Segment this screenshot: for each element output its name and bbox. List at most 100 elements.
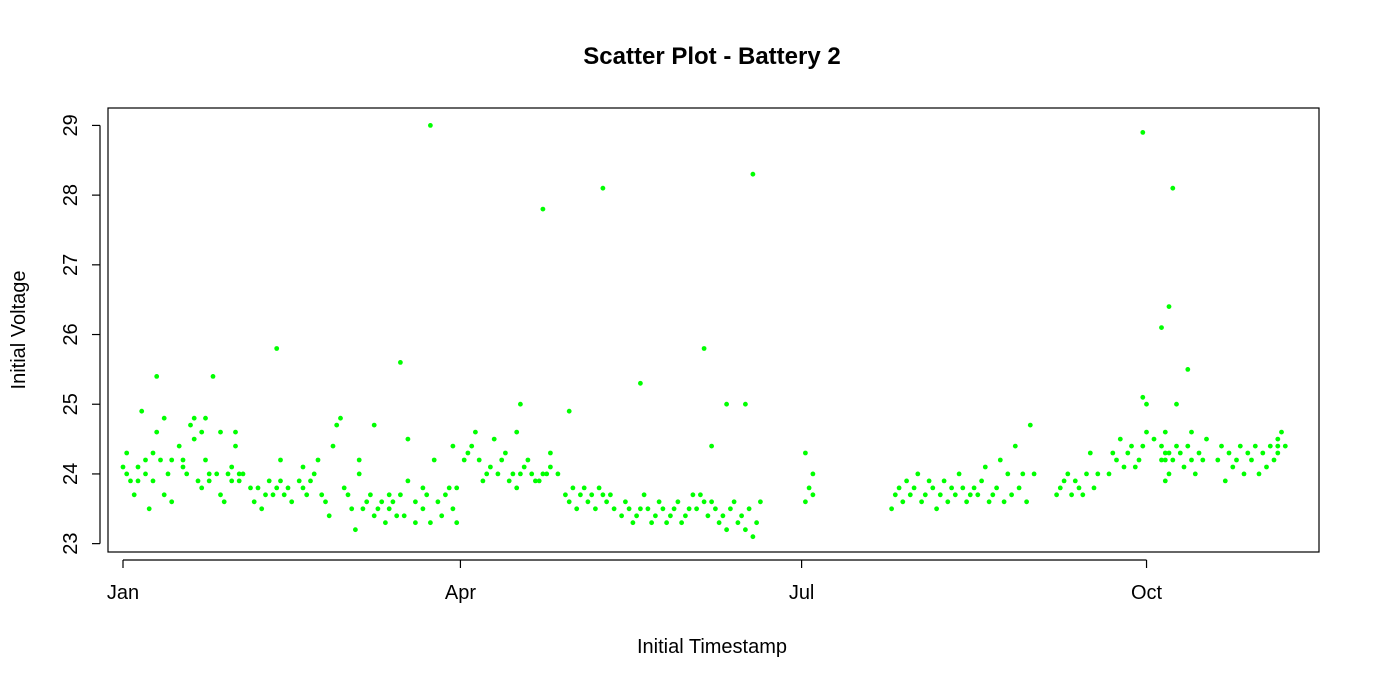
data-point — [120, 464, 126, 470]
data-point — [450, 443, 456, 449]
data-point — [368, 492, 373, 498]
data-point — [454, 485, 460, 491]
data-point — [585, 499, 591, 505]
data-point — [664, 520, 669, 526]
data-point — [274, 346, 280, 351]
data-point — [206, 471, 212, 477]
data-point — [371, 513, 377, 519]
data-point — [743, 401, 748, 407]
data-point — [161, 492, 167, 498]
data-point — [214, 471, 220, 477]
data-point — [191, 436, 197, 442]
data-point — [1192, 471, 1198, 477]
data-point — [510, 471, 516, 477]
data-point — [907, 492, 913, 498]
data-point — [540, 206, 546, 212]
data-point — [952, 492, 958, 498]
data-point — [503, 450, 508, 456]
data-point — [180, 457, 186, 463]
data-point — [195, 478, 201, 484]
data-point — [1185, 443, 1191, 449]
data-point — [926, 478, 932, 484]
data-point — [1275, 450, 1281, 456]
data-point — [218, 492, 223, 498]
data-point — [724, 527, 729, 533]
data-point — [600, 185, 606, 191]
data-point — [975, 492, 981, 498]
data-point — [143, 471, 148, 477]
data-point — [810, 492, 816, 498]
data-point — [750, 534, 756, 540]
data-point — [473, 429, 478, 435]
data-point — [728, 506, 733, 512]
x-tick-label: Apr — [445, 582, 476, 604]
data-point — [690, 492, 696, 498]
data-point — [810, 471, 816, 477]
data-point — [270, 492, 276, 498]
data-point — [982, 464, 988, 470]
data-point — [656, 499, 662, 505]
data-point — [263, 492, 268, 498]
data-point — [435, 499, 441, 505]
data-point — [188, 422, 193, 428]
data-point — [1136, 457, 1142, 463]
data-point — [1080, 492, 1086, 498]
data-point — [1196, 450, 1202, 456]
data-point — [1264, 464, 1269, 470]
data-point — [548, 464, 553, 470]
data-point — [386, 492, 392, 498]
data-point — [735, 520, 741, 526]
data-point — [439, 513, 445, 519]
data-point — [698, 492, 703, 498]
data-point — [555, 471, 561, 477]
data-point — [1159, 457, 1164, 463]
x-tick-label: Jul — [789, 582, 815, 604]
data-point — [1245, 450, 1251, 456]
data-point — [645, 506, 651, 512]
data-point — [259, 506, 265, 512]
data-points — [120, 123, 1288, 540]
data-point — [428, 123, 433, 128]
data-point — [255, 485, 261, 491]
data-point — [1275, 443, 1281, 449]
data-point — [454, 520, 460, 526]
data-point — [533, 478, 538, 484]
data-point — [544, 471, 550, 477]
data-point — [623, 499, 628, 505]
data-point — [203, 415, 208, 421]
data-point — [461, 457, 467, 463]
data-point — [488, 464, 493, 470]
data-point — [540, 471, 546, 477]
data-point — [634, 513, 639, 519]
data-point — [285, 485, 291, 491]
data-point — [420, 485, 426, 491]
x-axis: Jan Apr Jul Oct — [107, 559, 1163, 604]
data-point — [934, 506, 939, 512]
data-point — [229, 464, 235, 470]
data-point — [1087, 450, 1093, 456]
data-point — [1151, 436, 1157, 442]
data-point — [499, 457, 505, 463]
data-point — [128, 478, 133, 484]
data-point — [364, 499, 370, 505]
data-point — [604, 499, 609, 505]
data-point — [315, 457, 321, 463]
data-point — [169, 499, 175, 505]
data-point — [971, 485, 977, 491]
data-point — [476, 457, 482, 463]
data-point — [375, 506, 381, 512]
data-point — [1159, 325, 1164, 330]
data-point — [1279, 429, 1284, 435]
data-point — [574, 506, 580, 512]
data-point — [1144, 401, 1149, 407]
data-point — [803, 499, 808, 505]
data-point — [911, 485, 917, 491]
data-point — [1076, 485, 1082, 491]
data-point — [701, 499, 707, 505]
data-point — [386, 506, 392, 512]
data-point — [413, 499, 418, 505]
data-point — [158, 457, 163, 463]
data-point — [225, 471, 231, 477]
data-point — [1204, 436, 1209, 442]
